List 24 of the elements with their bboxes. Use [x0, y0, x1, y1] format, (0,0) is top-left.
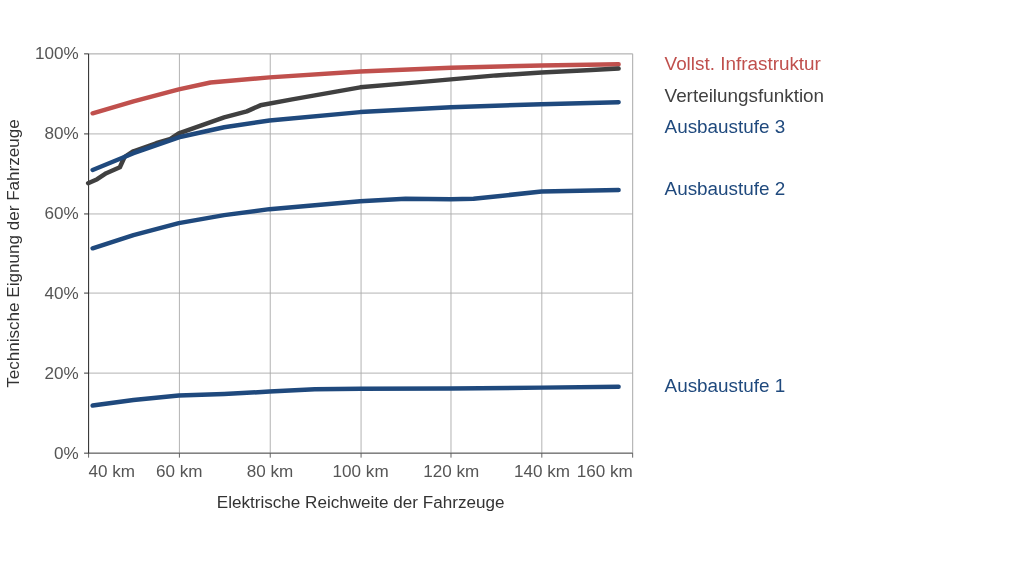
x-tick-label: 160 km [576, 461, 633, 481]
y-tick-label: 40% [44, 283, 79, 303]
text: Vollst. Infrastruktur [664, 52, 821, 74]
x-tick-label: 120 km [423, 461, 480, 481]
y-axis-title: Technische Eignung der Fahrzeuge [3, 119, 23, 388]
y-tick-label: 0% [54, 443, 79, 463]
text: Ausbaustufe 2 [664, 178, 786, 200]
y-tick-label: 80% [44, 124, 79, 144]
line-series [90, 187, 621, 251]
text: Ausbaustufe 3 [664, 116, 786, 138]
x-tick-label: 80 km [246, 461, 294, 481]
x-tick-label: 140 km [513, 461, 570, 481]
y-tick-label: 100% [35, 44, 79, 64]
x-axis-title: Elektrische Reichweite der Fahrzeuge [216, 493, 505, 513]
y-tick-label: 60% [44, 203, 79, 223]
y-tick-label: 20% [44, 363, 79, 383]
text: Ausbaustufe 1 [664, 375, 786, 397]
x-tick-label: 60 km [156, 461, 203, 481]
line-series [90, 99, 621, 173]
x-tick-label: 40 km [88, 461, 136, 481]
text: Verteilungsfunktion [664, 84, 825, 106]
line-series [90, 384, 621, 408]
line-series [90, 61, 621, 116]
x-tick-label: 100 km [332, 461, 389, 481]
